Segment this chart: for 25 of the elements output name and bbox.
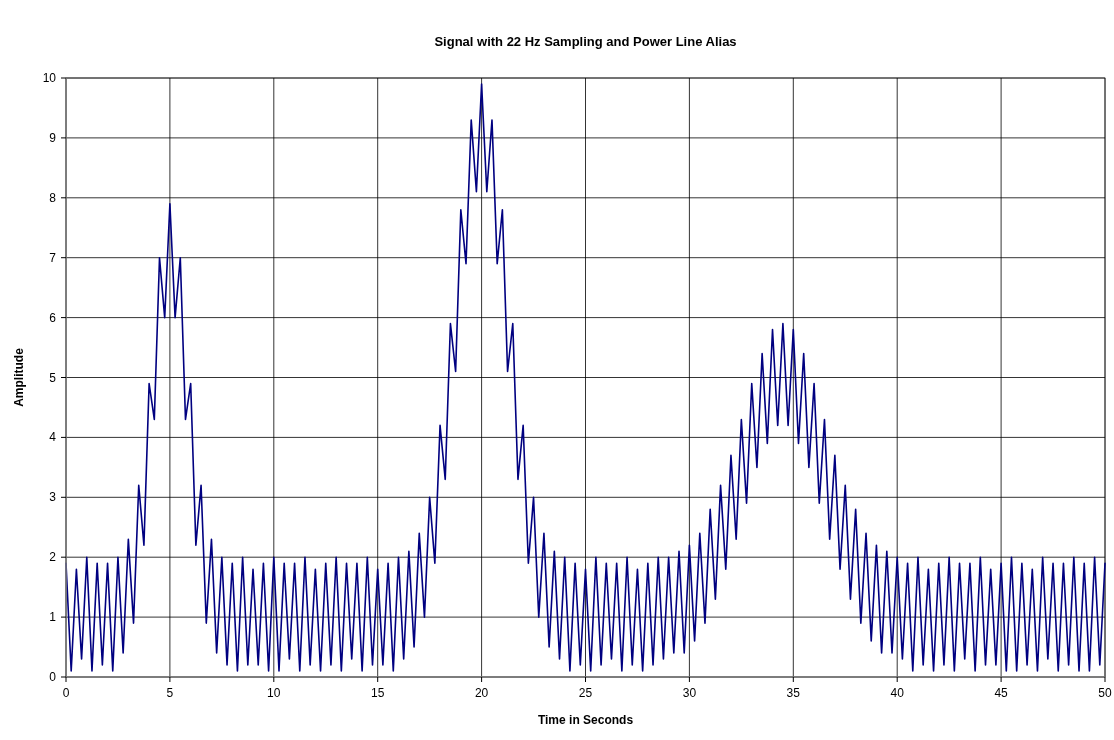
x-tick-label: 15 (371, 686, 385, 700)
x-tick-label: 25 (578, 686, 593, 700)
x-tick-label: 35 (786, 686, 801, 700)
y-axis-title: Amplitude (12, 347, 26, 407)
y-tick-label: 0 (49, 670, 57, 684)
x-tick-label: 10 (267, 686, 281, 700)
x-axis-title: Time in Seconds (537, 713, 634, 727)
y-tick-label: 6 (49, 310, 57, 325)
y-tick-label: 3 (49, 490, 57, 505)
y-tick-label: 4 (49, 430, 57, 445)
x-tick-label: 40 (890, 686, 905, 700)
x-tick-label: 45 (994, 686, 1009, 700)
x-tick-label: 0 (62, 686, 70, 700)
x-tick-label: 20 (474, 686, 489, 700)
y-tick-label: 10 (42, 71, 57, 85)
y-tick-label: 5 (49, 370, 57, 385)
y-tick-label: 9 (49, 130, 57, 145)
chart-title: Signal with 22 Hz Sampling and Power Line Alias (434, 34, 737, 49)
x-tick-label: 30 (682, 686, 697, 700)
y-tick-label: 7 (49, 250, 57, 265)
y-tick-label: 2 (49, 550, 57, 565)
y-tick-label: 8 (49, 190, 57, 205)
x-tick-label: 50 (1098, 686, 1112, 700)
y-tick-label: 1 (49, 610, 57, 625)
x-tick-label: 5 (166, 686, 174, 700)
